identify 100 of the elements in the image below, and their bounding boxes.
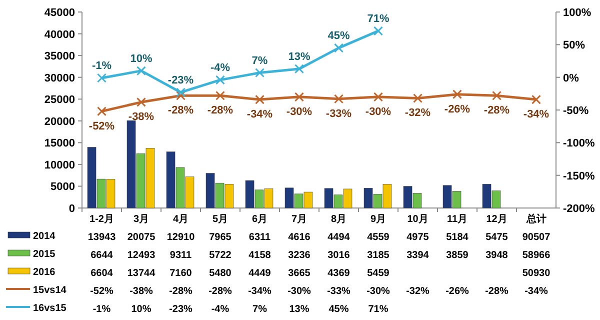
data-label: 4559 — [367, 232, 390, 243]
data-label: 4616 — [288, 232, 311, 243]
text: 71% — [367, 12, 390, 25]
y-tick-label: 15000 — [44, 138, 75, 150]
data-label: 12910 — [166, 232, 196, 243]
data-label: 5184 — [446, 232, 469, 243]
text: -30% — [365, 106, 392, 118]
y-tick-label: 20000 — [44, 116, 75, 128]
data-label: 13943 — [88, 232, 116, 243]
data-label: -26% — [446, 286, 470, 297]
data-label: 4449 — [248, 268, 272, 279]
data-label: 3394 — [406, 250, 430, 261]
data-label: 13% — [289, 304, 310, 315]
data-label: 3236 — [288, 250, 311, 261]
point — [136, 66, 146, 76]
data-label: 4158 — [248, 250, 272, 261]
point — [492, 90, 502, 100]
text: 10% — [130, 52, 152, 65]
text: -34% — [246, 108, 273, 121]
legend-label: 16vs15 — [33, 303, 67, 314]
text: 50930 — [522, 268, 550, 279]
data-label: 13744 — [127, 268, 156, 279]
data-label: -33% — [327, 286, 351, 297]
y-tick-label: 0 — [68, 203, 75, 215]
x-tick-label: 10月 — [407, 214, 428, 225]
text: -1% — [92, 60, 112, 72]
text: 90507 — [522, 232, 550, 243]
text: 7% — [252, 54, 268, 67]
data-label: 45% — [328, 304, 349, 315]
data-label: -34% — [248, 286, 272, 297]
text: -4% — [210, 62, 230, 74]
text: -28% — [168, 104, 194, 117]
data-label: 6311 — [248, 232, 272, 243]
data-label: 6604 — [90, 268, 114, 279]
data-label: 4369 — [328, 268, 350, 279]
point — [216, 90, 225, 100]
y2-tick-label: -150% — [563, 170, 596, 182]
point — [532, 94, 541, 104]
data-label: -1% — [92, 304, 111, 315]
x-tick-label: 8月 — [330, 214, 347, 225]
data-label: 5722 — [209, 250, 232, 261]
text: -26% — [444, 103, 470, 116]
y2-tick-label: -50% — [563, 105, 589, 117]
x-tick-label: 11月 — [446, 214, 468, 225]
text: 13% — [288, 50, 310, 63]
x-tick-label: 4月 — [172, 214, 189, 225]
data-label: -34% — [524, 286, 548, 297]
data-label: -38% — [130, 286, 154, 297]
text: -28% — [207, 104, 234, 117]
data-label: 7160 — [170, 268, 192, 279]
text: -33% — [326, 108, 352, 120]
text: -32% — [404, 107, 431, 120]
y2-tick-label: -100% — [563, 138, 596, 150]
point — [216, 75, 225, 85]
x-tick-label: 3月 — [133, 214, 150, 225]
point — [176, 88, 186, 98]
point — [97, 106, 106, 116]
data-label: -32% — [406, 286, 430, 297]
point — [294, 92, 304, 102]
data-label: -28% — [485, 286, 509, 297]
y-tick-label: 10000 — [44, 159, 75, 172]
data-label: 20075 — [127, 232, 156, 243]
data-label: 7965 — [209, 232, 232, 243]
point — [136, 97, 146, 107]
point — [452, 90, 462, 100]
data-label: 3859 — [446, 250, 469, 261]
point — [334, 94, 344, 104]
text: -34% — [523, 108, 550, 121]
data-label: -28% — [169, 286, 193, 297]
data-label: -4% — [211, 304, 230, 315]
data-label: 4494 — [328, 232, 350, 243]
point — [176, 90, 186, 100]
legend-label: 2016 — [33, 267, 56, 278]
data-label: 5459 — [367, 268, 390, 279]
legend-label: 2015 — [33, 249, 56, 260]
point — [97, 73, 106, 83]
x-tick-label: 1-2月 — [90, 214, 114, 225]
text: -23% — [168, 74, 194, 86]
data-label: 71% — [368, 304, 388, 315]
y2-tick-label: 50% — [563, 40, 586, 52]
data-label: 5480 — [209, 268, 232, 279]
y-tick-label: 40000 — [44, 28, 75, 41]
y2-tick-label: -200% — [563, 203, 596, 215]
data-label: 12493 — [127, 250, 156, 261]
data-label: 3948 — [486, 250, 508, 261]
x-tick-label: 12月 — [486, 214, 508, 225]
data-label: -28% — [208, 286, 232, 297]
point — [413, 93, 422, 103]
data-label: 9311 — [170, 250, 192, 261]
x-tick-label: 5月 — [212, 214, 228, 225]
y-tick-label: 5000 — [50, 181, 75, 194]
text: 45% — [328, 30, 350, 42]
y2-tick-label: 100% — [563, 7, 592, 19]
data-label: 6644 — [90, 250, 114, 261]
text: -28% — [484, 104, 510, 117]
data-label: -52% — [90, 286, 114, 297]
text: 58966 — [522, 250, 550, 261]
legend-label: 15vs14 — [33, 285, 67, 296]
x-tick-label: 7月 — [291, 214, 308, 225]
y-tick-label: 25000 — [44, 94, 75, 106]
